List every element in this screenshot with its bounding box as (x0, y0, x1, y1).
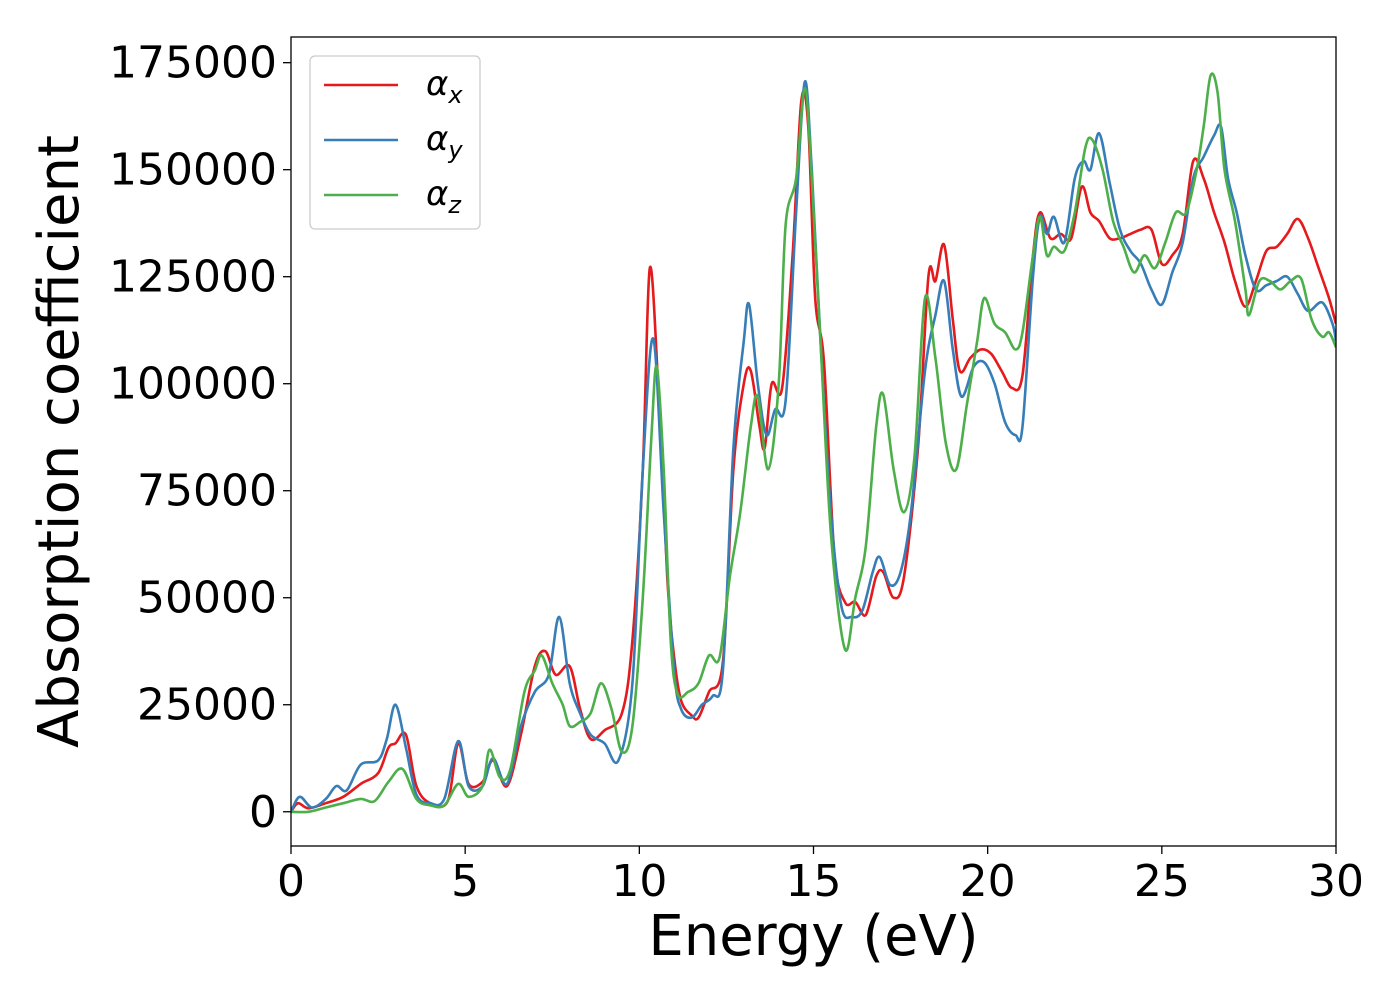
y-tick-label: 175000 (109, 38, 277, 89)
x-tick-label: 25 (1134, 856, 1190, 907)
series-line-x (291, 89, 1336, 813)
y-axis: 0 25000 50000 75000 100000 125000 150000 175000 (109, 38, 291, 838)
y-tick-label: 0 (249, 787, 277, 838)
y-axis-title: Absorption coefficient (27, 135, 92, 748)
x-tick-label: 30 (1308, 856, 1364, 907)
y-tick-label: 125000 (109, 252, 277, 303)
legend: αx αy αz (309, 55, 481, 230)
x-axis: 0 5 10 15 20 25 30 (277, 846, 1364, 907)
x-tick-label: 0 (277, 856, 305, 907)
y-tick-label: 100000 (109, 359, 277, 410)
x-tick-label: 20 (960, 856, 1016, 907)
legend-box (309, 55, 481, 230)
y-tick-label: 50000 (137, 573, 277, 624)
y-tick-label: 150000 (109, 145, 277, 196)
x-tick-label: 10 (611, 856, 667, 907)
x-axis-title: Energy (eV) (648, 904, 978, 969)
y-tick-label: 75000 (137, 466, 277, 517)
x-tick-label: 15 (786, 856, 842, 907)
legend-label-z: αz (426, 174, 462, 219)
legend-label-x: αx (426, 64, 463, 109)
series-line-z (291, 72, 1336, 814)
legend-label-y: αy (426, 119, 463, 164)
y-tick-label: 25000 (137, 680, 277, 731)
x-tick-label: 5 (451, 856, 479, 907)
plot-area (291, 72, 1336, 814)
